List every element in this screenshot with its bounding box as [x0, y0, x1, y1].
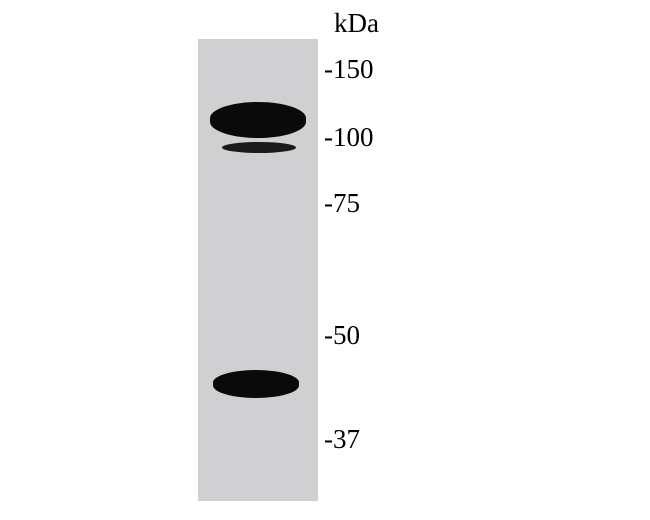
unit-label: kDa [334, 8, 379, 39]
band-45kda [213, 370, 299, 398]
band-100kda-lower [222, 142, 296, 153]
band-100kda-main [210, 102, 306, 138]
marker-75: -75 [324, 188, 360, 219]
marker-150: -150 [324, 54, 374, 85]
marker-100: -100 [324, 122, 374, 153]
marker-37: -37 [324, 424, 360, 455]
marker-50: -50 [324, 320, 360, 351]
western-blot-figure: kDa -150 -100 -75 -50 -37 [0, 0, 650, 520]
